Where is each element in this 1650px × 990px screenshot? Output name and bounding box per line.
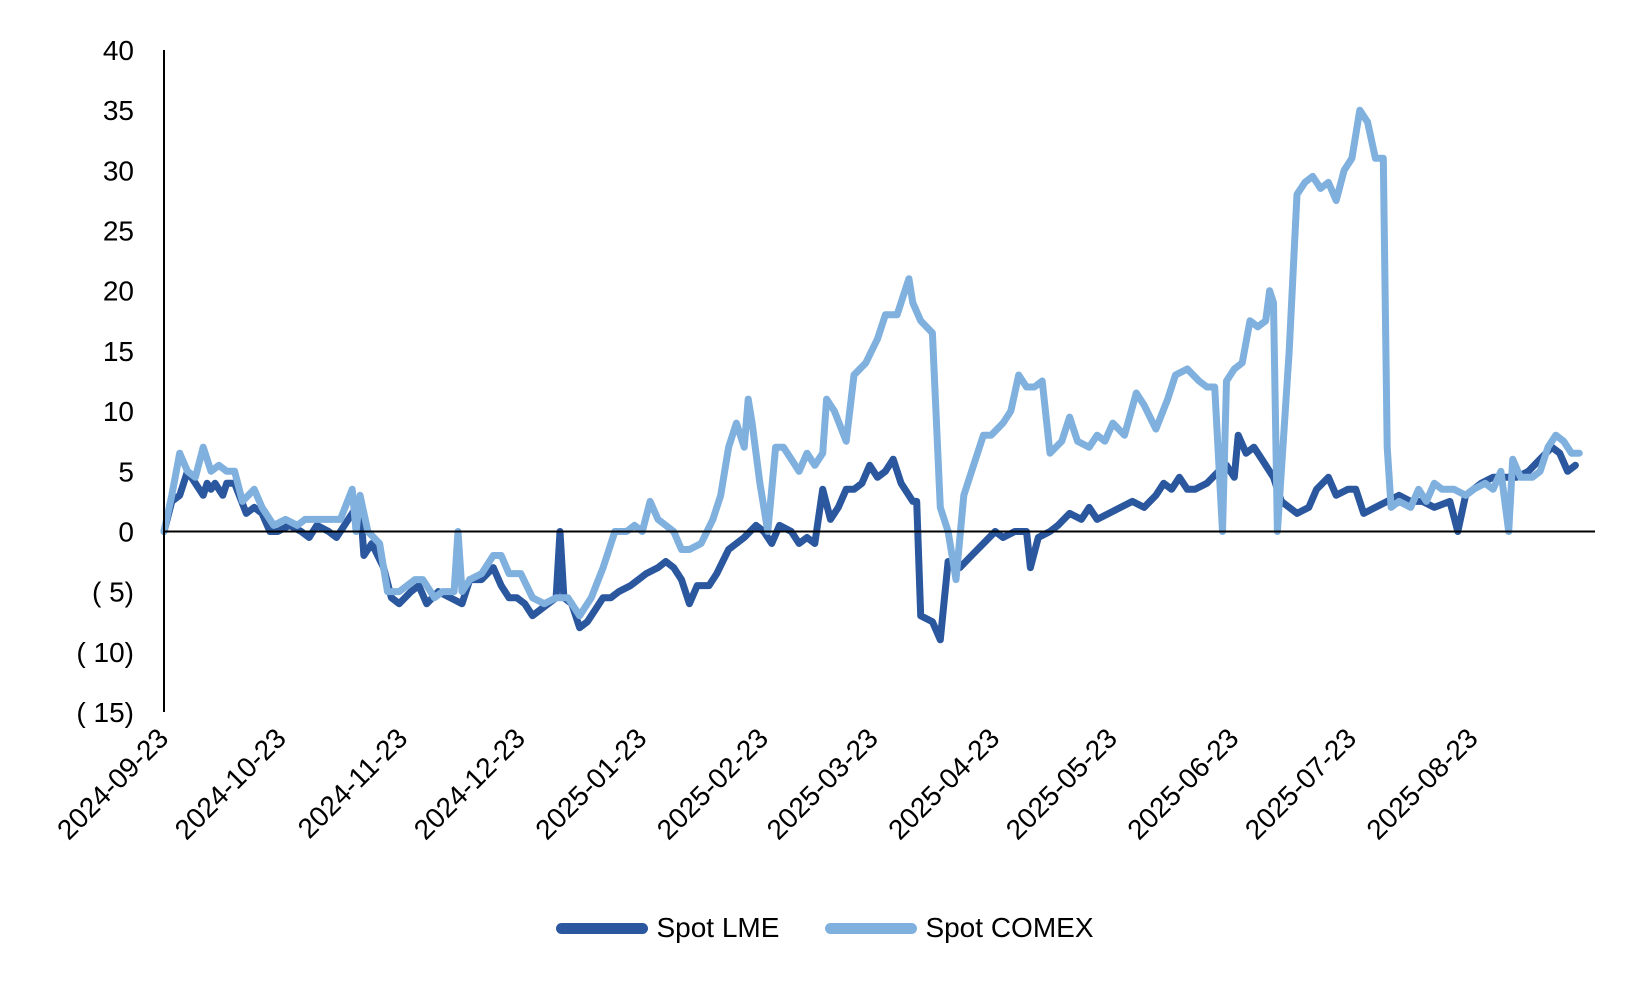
y-tick-label: 5 bbox=[118, 456, 134, 487]
x-tick-label: 2025-01-23 bbox=[529, 722, 652, 845]
y-axis-tick-labels: 40 35 30 25 20 15 10 5 0 ( 5) ( 10) ( 15) bbox=[76, 35, 134, 728]
legend-item-spot-lme[interactable]: Spot LME bbox=[556, 912, 779, 944]
y-tick-label: 30 bbox=[103, 155, 134, 186]
legend-label-spot-comex: Spot COMEX bbox=[925, 912, 1094, 943]
series-line-spot-comex bbox=[160, 106, 1583, 620]
x-tick-label: 2025-02-23 bbox=[651, 722, 774, 845]
y-tick-label: 40 bbox=[103, 35, 134, 66]
x-tick-label: 2024-09-23 bbox=[51, 722, 174, 845]
series-line-spot-lme bbox=[160, 431, 1579, 644]
chart-legend: Spot LME Spot COMEX bbox=[0, 912, 1650, 944]
x-tick-label: 2024-11-23 bbox=[292, 722, 414, 844]
y-tick-label: 0 bbox=[118, 516, 134, 547]
x-tick-label: 2025-05-23 bbox=[1000, 722, 1123, 845]
y-tick-label: 35 bbox=[103, 95, 134, 126]
y-tick-label: 25 bbox=[103, 216, 134, 247]
y-tick-label: 20 bbox=[103, 276, 134, 307]
y-tick-label: 15 bbox=[103, 336, 134, 367]
x-tick-label: 2024-10-23 bbox=[169, 722, 292, 845]
legend-item-spot-comex[interactable]: Spot COMEX bbox=[825, 912, 1094, 944]
x-tick-label: 2025-07-23 bbox=[1239, 722, 1362, 845]
x-tick-label: 2025-08-23 bbox=[1361, 722, 1484, 845]
x-tick-label: 2025-06-23 bbox=[1121, 722, 1244, 845]
y-tick-label: ( 5) bbox=[92, 577, 134, 608]
x-tick-label: 2025-03-23 bbox=[761, 722, 884, 845]
legend-label-spot-lme: Spot LME bbox=[656, 912, 780, 943]
x-tick-label: 2025-04-23 bbox=[882, 722, 1005, 845]
legend-swatch-spot-lme bbox=[556, 922, 649, 934]
y-tick-label: 10 bbox=[103, 396, 134, 427]
legend-swatch-spot-comex bbox=[825, 922, 918, 934]
y-tick-label: ( 10) bbox=[76, 637, 134, 668]
x-tick-label: 2024-12-23 bbox=[408, 722, 531, 845]
series-lines bbox=[160, 106, 1583, 644]
y-tick-label: ( 15) bbox=[76, 697, 134, 728]
